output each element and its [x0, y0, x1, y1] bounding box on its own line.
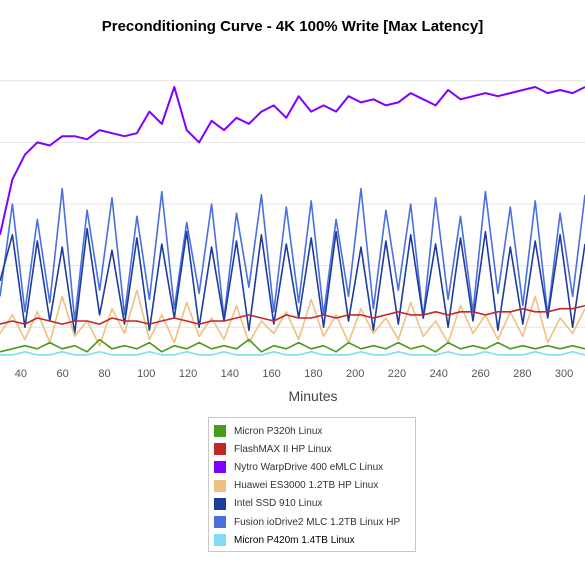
x-tick-label: 120	[179, 368, 197, 380]
legend-label: Intel SSD 910 Linux	[234, 498, 323, 510]
legend-label: Huawei ES3000 1.2TB HP Linux	[234, 480, 379, 492]
legend-swatch	[214, 479, 226, 492]
series-line-micron-p420m-1-4tb-linux	[0, 350, 585, 356]
x-tick-label: 220	[388, 368, 406, 380]
series-line-intel-ssd-910-linux	[0, 227, 585, 335]
series-line-fusion-iodrive2-mlc-1-2tb-linux-hp	[0, 187, 585, 322]
x-tick-label: 200	[346, 368, 364, 380]
series-line-flashmax-ii-hp-linux	[0, 304, 585, 325]
legend-swatch	[214, 516, 226, 529]
plot-area	[0, 86, 585, 356]
legend-item[interactable]: Intel SSD 910 Linux	[209, 495, 415, 513]
x-axis-label: Minutes	[288, 388, 337, 404]
x-tick-label: 40	[15, 368, 27, 380]
legend-label: Micron P420m 1.4TB Linux	[234, 534, 355, 546]
x-tick-label: 80	[98, 368, 110, 380]
x-axis-ticks: 40 60 80 100 120 140 160 180 200 220 240 260 280 300	[15, 368, 574, 380]
legend-swatch	[214, 497, 226, 510]
x-tick-label: 160	[262, 368, 280, 380]
x-tick-label: 140	[221, 368, 239, 380]
legend-item[interactable]: Huawei ES3000 1.2TB HP Linux	[209, 477, 415, 495]
legend-swatch	[214, 534, 226, 547]
series-line-micron-p320h-linux	[0, 338, 585, 353]
chart-legend: Micron P320h Linux FlashMAX II HP Linux Ny…	[208, 417, 416, 553]
x-tick-label: 260	[471, 368, 489, 380]
chart-title: Preconditioning Curve - 4K 100% Write [M…	[101, 18, 484, 35]
x-tick-label: 180	[304, 368, 322, 380]
chart-canvas: 40 60 80 100 120 140 160 180 200 220 240 260 280 300 …	[0, 80, 585, 404]
series-line-huawei-es3000-1-2tb-hp-linux	[0, 289, 585, 347]
legend-item[interactable]: Nytro WarpDrive 400 eMLC Linux	[209, 458, 415, 476]
legend-item[interactable]: FlashMAX II HP Linux	[209, 440, 415, 458]
legend-label: Nytro WarpDrive 400 eMLC Linux	[234, 461, 384, 473]
legend-label: Micron P320h Linux	[234, 425, 323, 437]
legend-item[interactable]: Fusion ioDrive2 MLC 1.2TB Linux HP	[209, 513, 415, 531]
legend-swatch	[214, 425, 226, 438]
x-tick-label: 300	[555, 368, 573, 380]
series-line-nytro-warpdrive-400-emlc-linux	[0, 86, 585, 236]
legend-item[interactable]: Micron P420m 1.4TB Linux	[209, 531, 415, 549]
legend-swatch	[214, 443, 226, 456]
legend-swatch	[214, 461, 226, 474]
x-tick-label: 240	[430, 368, 448, 380]
x-tick-label: 100	[137, 368, 155, 380]
x-tick-label: 280	[513, 368, 531, 380]
legend-label: FlashMAX II HP Linux	[234, 443, 332, 455]
legend-item[interactable]: Micron P320h Linux	[209, 422, 415, 440]
x-tick-label: 60	[57, 368, 69, 380]
legend-label: Fusion ioDrive2 MLC 1.2TB Linux HP	[234, 516, 401, 528]
